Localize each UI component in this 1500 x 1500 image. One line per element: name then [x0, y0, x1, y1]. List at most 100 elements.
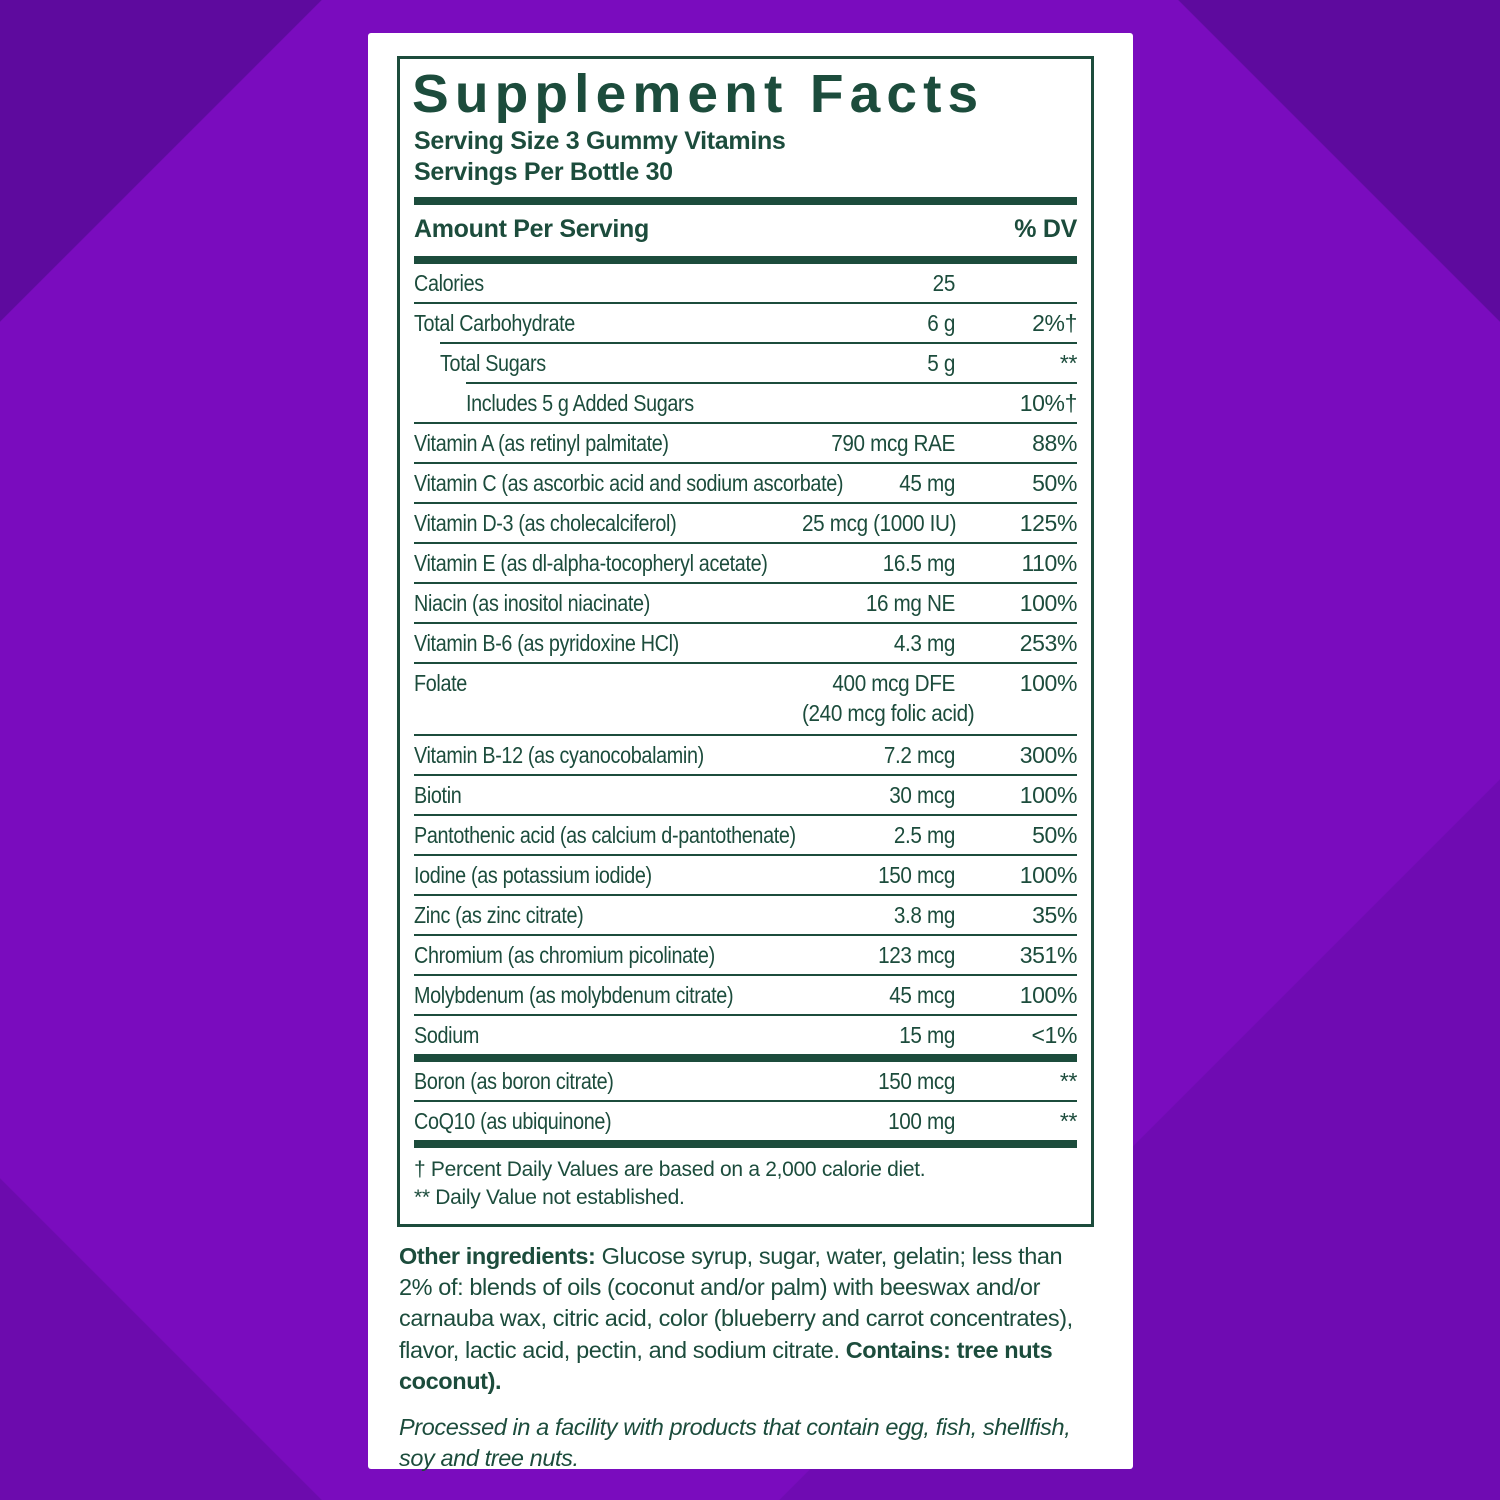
table-row: Boron (as boron citrate) 150 mcg **	[414, 1062, 1077, 1100]
row-name: Includes 5 g Added Sugars	[466, 390, 694, 417]
row-name: Vitamin C (as ascorbic acid and sodium a…	[414, 470, 844, 497]
table-row: Pantothenic acid (as calcium d-pantothen…	[414, 814, 1077, 854]
row-amount: 400 mcg DFE	[832, 670, 955, 697]
row-amount: 25	[932, 270, 956, 297]
row-amount: 45 mg	[899, 470, 955, 497]
table-row: Molybdenum (as molybdenum citrate) 45 mcg…	[414, 974, 1077, 1014]
table-row: Includes 5 g Added Sugars 10%†	[466, 382, 1077, 422]
row-daily-value: 100%	[1019, 862, 1078, 889]
row-daily-value: 10%†	[1019, 390, 1078, 417]
row-amount: (240 mcg folic acid)	[802, 700, 975, 727]
row-amount: 25 mcg (1000 IU)	[802, 510, 957, 537]
other-ingredients-lead: Other ingredients:	[399, 1242, 596, 1269]
header-percent-dv: % DV	[1014, 215, 1077, 244]
row-daily-value: **	[1059, 1068, 1078, 1095]
row-amount: 45 mcg	[889, 982, 955, 1009]
table-row: (240 mcg folic acid)	[414, 698, 1077, 734]
row-daily-value: 50%	[1032, 822, 1077, 849]
row-amount: 100 mg	[888, 1108, 955, 1135]
other-ingredients-body: Glucose syrup, sugar, water, gelatin; le…	[399, 1242, 1073, 1363]
row-daily-value: 300%	[1019, 742, 1078, 769]
row-amount: 150 mcg	[878, 862, 955, 889]
row-name: Vitamin A (as retinyl palmitate)	[414, 430, 669, 457]
row-daily-value: **	[1059, 1108, 1078, 1135]
facility-allergen-note: Processed in a facility with products th…	[399, 1413, 1071, 1472]
row-amount: 30 mcg	[889, 782, 955, 809]
row-name: Total Carbohydrate	[414, 310, 575, 337]
table-row: Iodine (as potassium iodide) 150 mcg 100%	[414, 854, 1077, 894]
table-row: Total Carbohydrate 6 g 2%†	[414, 302, 1077, 342]
label-card: Supplement Facts Serving Size 3 Gummy Vi…	[368, 33, 1133, 1471]
row-name: Folate	[414, 670, 467, 697]
row-name: CoQ10 (as ubiquinone)	[414, 1108, 612, 1135]
row-name: Biotin	[414, 782, 462, 809]
footnote-not-established: ** Daily Value not established.	[414, 1185, 685, 1209]
table-row: Biotin 30 mcg 100%	[414, 774, 1077, 814]
table-row: Vitamin A (as retinyl palmitate) 790 mcg …	[414, 422, 1077, 462]
divider-bar-top	[414, 197, 1077, 206]
row-daily-value: <1%	[1031, 1022, 1078, 1049]
row-daily-value: 125%	[1019, 510, 1078, 537]
row-amount: 5 g	[927, 350, 955, 377]
row-amount: 2.5 mg	[893, 822, 955, 849]
row-daily-value: 50%	[1032, 470, 1077, 497]
row-name: Vitamin B-6 (as pyridoxine HCl)	[414, 630, 679, 657]
row-name: Niacin (as inositol niacinate)	[414, 590, 650, 617]
table-row: Total Sugars 5 g **	[440, 342, 1077, 382]
table-row: Vitamin B-6 (as pyridoxine HCl) 4.3 mg 253…	[414, 622, 1077, 662]
row-daily-value: 351%	[1019, 942, 1078, 969]
row-name: Boron (as boron citrate)	[414, 1068, 614, 1095]
row-daily-value: 100%	[1019, 782, 1078, 809]
row-amount: 6 g	[927, 310, 955, 337]
table-row: Vitamin D-3 (as cholecalciferol) 25 mcg (…	[414, 502, 1077, 542]
table-row: Vitamin C (as ascorbic acid and sodium a…	[414, 462, 1077, 502]
row-daily-value: 100%	[1019, 982, 1078, 1009]
serving-size: Serving Size 3 Gummy Vitamins	[414, 127, 786, 156]
table-row: Vitamin B-12 (as cyanocobalamin) 7.2 mcg 3…	[414, 734, 1077, 774]
row-daily-value: 110%	[1021, 550, 1077, 577]
row-name: Chromium (as chromium picolinate)	[414, 942, 715, 969]
divider-bar-bottom	[414, 1140, 1077, 1149]
table-row: Vitamin E (as dl-alpha-tocopheryl acetat…	[414, 542, 1077, 582]
table-row: Calories 25	[414, 264, 1077, 302]
divider-bar-sodium	[414, 1054, 1077, 1063]
row-amount: 150 mcg	[878, 1068, 955, 1095]
servings-per-bottle: Servings Per Bottle 30	[414, 157, 673, 186]
row-daily-value: 100%	[1019, 590, 1078, 617]
row-amount: 790 mcg RAE	[831, 430, 955, 457]
row-name: Calories	[414, 270, 484, 297]
row-daily-value: **	[1059, 350, 1078, 377]
row-amount: 7.2 mcg	[883, 742, 955, 769]
row-name: Total Sugars	[440, 350, 546, 377]
divider-bar-header	[414, 256, 1077, 265]
row-daily-value: 88%	[1032, 430, 1077, 457]
row-amount: 3.8 mg	[893, 902, 955, 929]
row-daily-value: 253%	[1019, 630, 1078, 657]
header-amount-per-serving: Amount Per Serving	[414, 215, 649, 244]
row-daily-value: 35%	[1032, 902, 1077, 929]
table-header: Amount Per Serving % DV	[414, 205, 1077, 256]
contains-statement: Contains: tree nuts coconut).	[399, 1336, 1053, 1395]
row-amount: 123 mcg	[878, 942, 955, 969]
row-name: Vitamin D-3 (as cholecalciferol)	[414, 510, 677, 537]
row-daily-value: 2%†	[1032, 310, 1077, 337]
table-row: Niacin (as inositol niacinate) 16 mg NE 10…	[414, 582, 1077, 622]
row-name: Sodium	[414, 1022, 480, 1049]
table-row: Zinc (as zinc citrate) 3.8 mg 35%	[414, 894, 1077, 934]
table-row: Chromium (as chromium picolinate) 123 mcg…	[414, 934, 1077, 974]
table-row: Folate 400 mcg DFE 100%	[414, 662, 1077, 702]
row-daily-value: 100%	[1019, 670, 1078, 697]
panel-title: Supplement Facts	[412, 64, 985, 124]
row-name: Vitamin E (as dl-alpha-tocopheryl acetat…	[414, 550, 768, 577]
nonestablished-rows: Boron (as boron citrate) 150 mcg ** CoQ10 (…	[414, 1062, 1077, 1140]
table-row: CoQ10 (as ubiquinone) 100 mg **	[414, 1100, 1077, 1140]
row-amount: 16.5 mg	[882, 550, 956, 577]
row-name: Vitamin B-12 (as cyanocobalamin)	[414, 742, 704, 769]
row-amount: 15 mg	[899, 1022, 955, 1049]
footnotes: † Percent Daily Values are based on a 2,…	[414, 1148, 1077, 1221]
row-name: Zinc (as zinc citrate)	[414, 902, 584, 929]
table-row: Sodium 15 mg <1%	[414, 1014, 1077, 1054]
other-ingredients-paragraph: Other ingredients: Glucose syrup, sugar,…	[399, 1241, 1101, 1398]
row-name: Molybdenum (as molybdenum citrate)	[414, 982, 734, 1009]
supplement-facts-panel: Supplement Facts Serving Size 3 Gummy Vi…	[397, 56, 1094, 1227]
